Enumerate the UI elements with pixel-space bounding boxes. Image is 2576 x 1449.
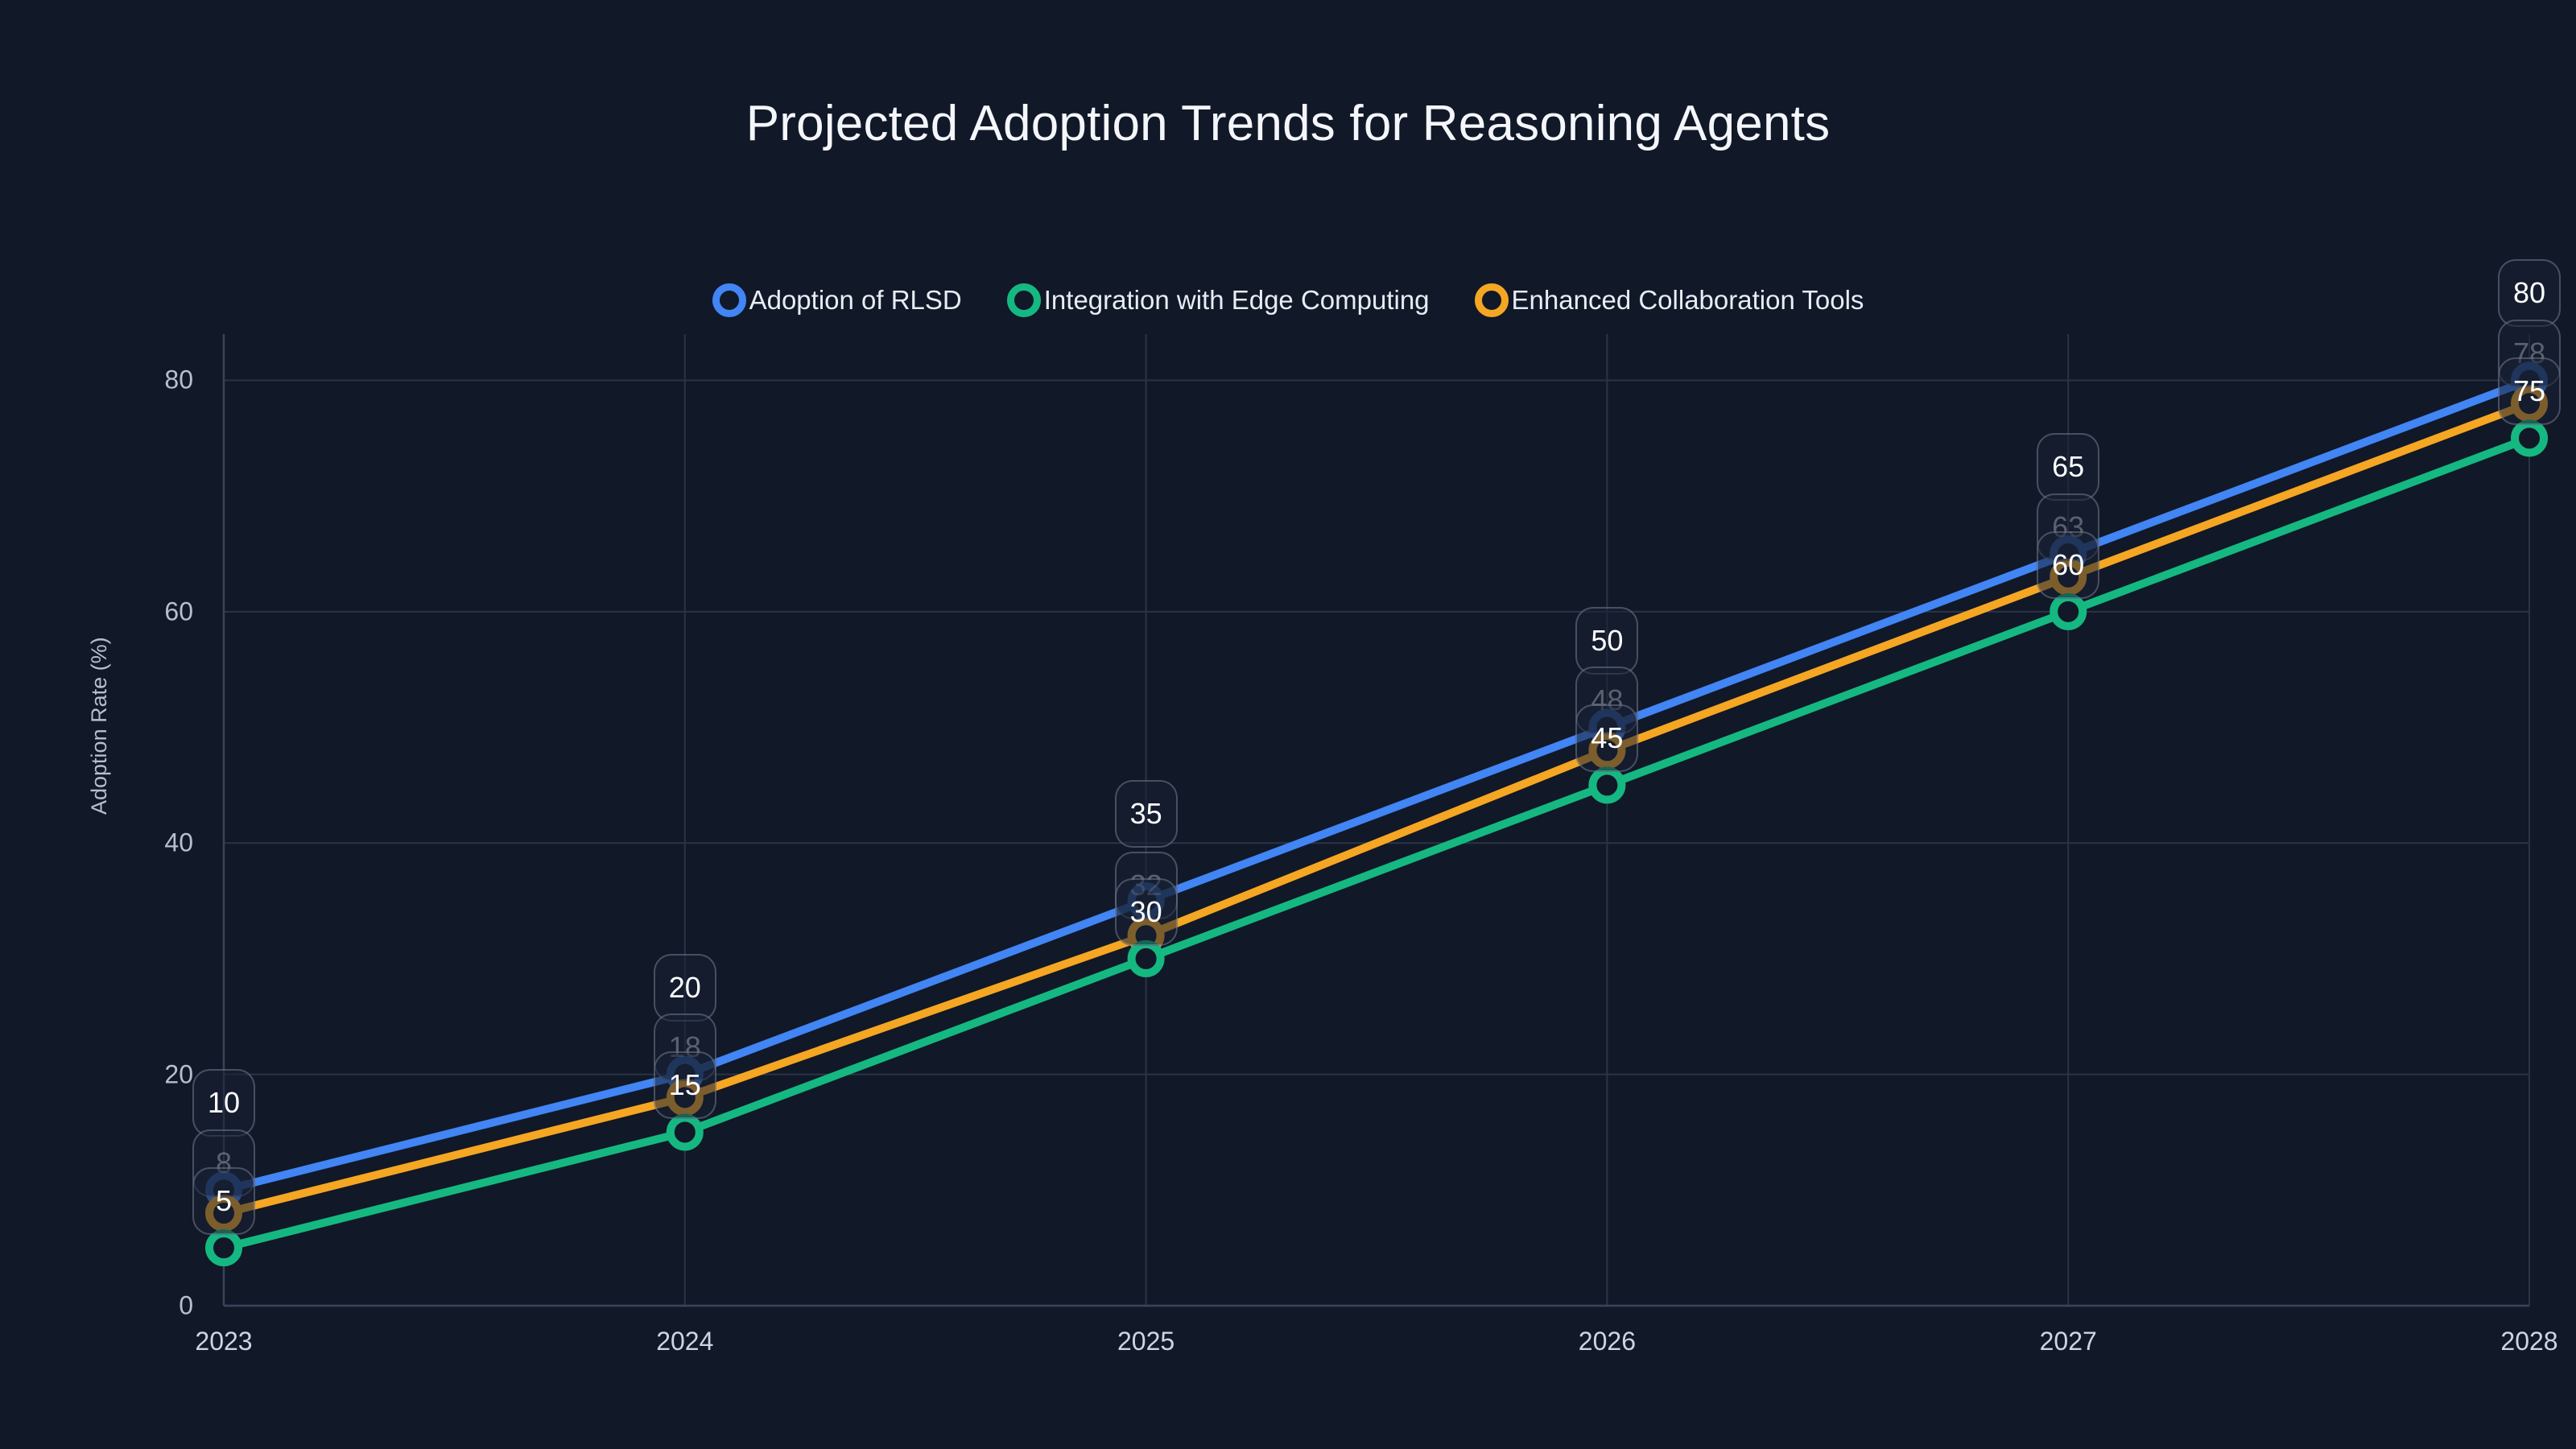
data-point-marker xyxy=(666,1113,704,1151)
x-tick-label: 2028 xyxy=(2500,1327,2558,1356)
series-line-2 xyxy=(220,434,2533,1253)
x-tick-label: 2026 xyxy=(1578,1327,1636,1356)
y-axis-title: Adoption Rate (%) xyxy=(87,637,111,815)
legend-item-0[interactable]: Adoption of RLSD xyxy=(712,283,962,317)
y-tick-label: 60 xyxy=(164,597,193,626)
y-tick-label: 20 xyxy=(164,1059,193,1089)
legend-item-label: Integration with Edge Computing xyxy=(1043,285,1430,315)
series-line-0 xyxy=(220,376,2533,1195)
legend-marker-icon xyxy=(712,283,746,317)
chart-legend: Adoption of RLSD Integration with Edge Co… xyxy=(0,283,2576,317)
y-tick-label: 40 xyxy=(164,828,193,857)
data-point-label: 20 xyxy=(653,953,716,1022)
x-tick-label: 2023 xyxy=(195,1327,253,1356)
y-tick-label: 80 xyxy=(164,365,193,394)
data-point-label: 75 xyxy=(2498,357,2561,426)
data-point-marker xyxy=(1588,766,1626,804)
x-tick-label: 2025 xyxy=(1117,1327,1175,1356)
data-point-label: 65 xyxy=(2037,433,2100,501)
data-point-label: 60 xyxy=(2037,530,2100,599)
legend-item-label: Adoption of RLSD xyxy=(749,285,962,315)
x-tick-label: 2024 xyxy=(656,1327,714,1356)
x-tick-label: 2027 xyxy=(2039,1327,2097,1356)
series-line-1 xyxy=(220,399,2533,1218)
y-axis-tick-labels: 0 20 40 60 80 xyxy=(105,0,193,1449)
data-point-label: 15 xyxy=(653,1051,716,1120)
x-axis-tick-labels: 2023 2024 2025 2026 2027 2028 xyxy=(0,1327,2576,1375)
data-point-label: 10 xyxy=(192,1069,255,1137)
data-point-marker xyxy=(2511,419,2548,457)
legend-item-1[interactable]: Integration with Edge Computing xyxy=(1006,283,1430,317)
data-point-marker xyxy=(2050,592,2087,630)
data-point-label: 5 xyxy=(192,1167,255,1236)
legend-marker-icon xyxy=(1474,283,1509,317)
data-point-label: 45 xyxy=(1575,704,1639,773)
y-tick-label: 0 xyxy=(179,1290,193,1320)
legend-marker-icon xyxy=(1006,283,1041,317)
data-point-marker xyxy=(205,1229,242,1267)
data-point-label: 50 xyxy=(1575,606,1639,675)
data-point-label: 35 xyxy=(1114,780,1178,848)
legend-item-label: Enhanced Collaboration Tools xyxy=(1511,285,1864,315)
data-point-label: 30 xyxy=(1114,877,1178,946)
legend-item-2[interactable]: Enhanced Collaboration Tools xyxy=(1474,283,1864,317)
chart-title: Projected Adoption Trends for Reasoning … xyxy=(745,96,1831,151)
data-point-label: 80 xyxy=(2498,259,2561,328)
data-point-marker xyxy=(1127,939,1165,977)
